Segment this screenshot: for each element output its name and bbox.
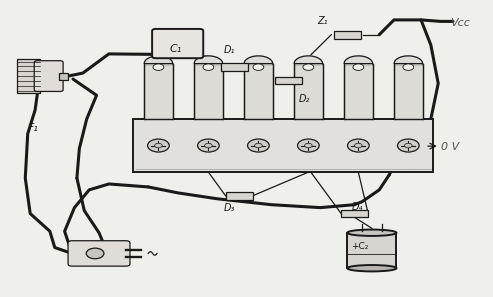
Bar [221, 63, 247, 71]
Ellipse shape [347, 230, 396, 236]
Bar [244, 64, 273, 119]
Circle shape [205, 143, 212, 148]
Bar [294, 64, 322, 119]
Bar [226, 192, 252, 200]
Polygon shape [394, 56, 423, 64]
Circle shape [153, 64, 164, 70]
Bar [341, 210, 368, 217]
Text: D₃: D₃ [224, 203, 235, 213]
Bar [275, 77, 302, 84]
Polygon shape [344, 56, 373, 64]
Bar [17, 59, 39, 93]
Text: 0 V: 0 V [441, 142, 459, 152]
Bar [347, 233, 396, 268]
Circle shape [155, 143, 162, 148]
Polygon shape [144, 56, 173, 64]
Circle shape [305, 143, 312, 148]
Text: D₂: D₂ [299, 94, 311, 104]
Text: D₁: D₁ [224, 45, 235, 55]
Polygon shape [244, 56, 273, 64]
Circle shape [253, 64, 264, 70]
Circle shape [298, 139, 319, 152]
FancyBboxPatch shape [152, 29, 203, 58]
Ellipse shape [347, 265, 396, 271]
Circle shape [348, 139, 369, 152]
Circle shape [397, 139, 419, 152]
Bar [59, 72, 68, 80]
Circle shape [147, 139, 169, 152]
Bar [134, 119, 433, 172]
Circle shape [303, 64, 314, 70]
Circle shape [198, 139, 219, 152]
Bar [394, 64, 423, 119]
Polygon shape [294, 56, 322, 64]
Text: C₁: C₁ [169, 45, 181, 54]
Circle shape [353, 64, 364, 70]
Circle shape [354, 143, 362, 148]
Circle shape [403, 64, 414, 70]
Bar [334, 31, 361, 39]
Bar [194, 64, 223, 119]
FancyBboxPatch shape [34, 61, 63, 91]
Bar [344, 64, 373, 119]
Text: +C₂: +C₂ [351, 242, 368, 252]
Text: Z₁: Z₁ [317, 16, 328, 26]
Polygon shape [194, 56, 223, 64]
Circle shape [247, 139, 269, 152]
Bar [144, 64, 173, 119]
Circle shape [254, 143, 262, 148]
FancyBboxPatch shape [68, 241, 130, 266]
Text: Vcc: Vcc [451, 18, 470, 28]
Circle shape [203, 64, 214, 70]
Text: D₄: D₄ [352, 202, 363, 212]
Text: F₁: F₁ [27, 123, 38, 133]
Circle shape [86, 248, 104, 259]
Circle shape [405, 143, 412, 148]
